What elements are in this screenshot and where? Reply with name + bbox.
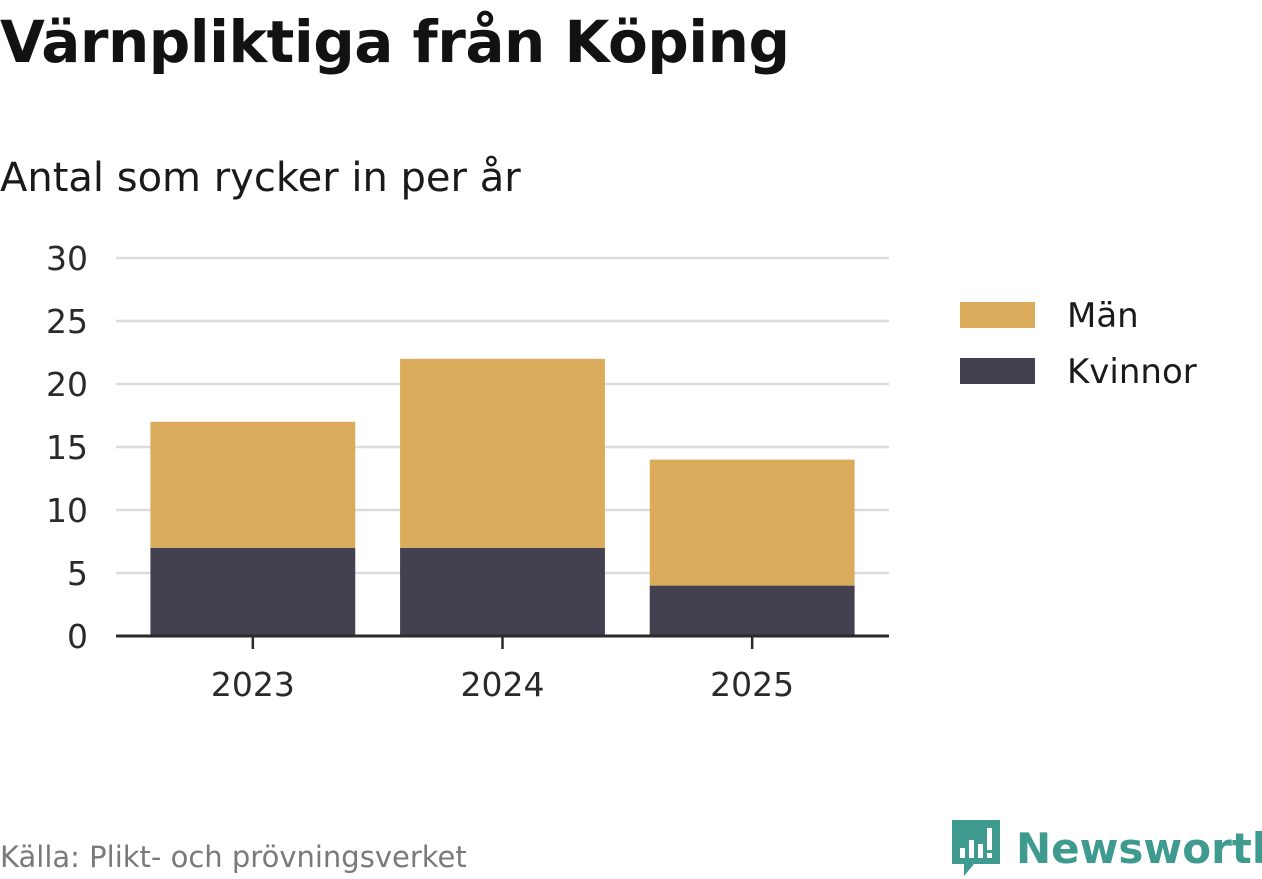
legend-swatch-män (960, 302, 1035, 328)
y-tick-label: 5 (67, 554, 88, 593)
chart-subtitle: Antal som rycker in per år (0, 155, 521, 201)
y-axis-tick-labels: 0 5 10 15 20 25 30 (46, 239, 88, 656)
legend: Män Kvinnor (960, 296, 1197, 392)
brand-name: Newsworthy (1016, 823, 1262, 873)
y-tick-label: 25 (46, 302, 88, 341)
y-tick-label: 20 (46, 365, 88, 404)
x-tick-label: 2025 (710, 665, 794, 704)
bar-män-2023 (150, 421, 356, 548)
bar-kvinnor-2024 (400, 547, 605, 636)
bar-män-2025 (649, 459, 855, 586)
bar-män-2024 (400, 358, 605, 548)
brand-logo: Newsworthy (950, 818, 1262, 878)
bar-kvinnor-2025 (649, 585, 855, 636)
legend-label-kvinnor: Kvinnor (1067, 352, 1197, 392)
bars (150, 358, 855, 636)
y-tick-label: 15 (46, 428, 88, 467)
legend-swatch-kvinnor (960, 358, 1035, 384)
y-tick-label: 30 (46, 239, 88, 278)
chart-title: Värnpliktiga från Köping (0, 8, 790, 76)
source-note: Källa: Plikt- och prövningsverket (0, 840, 467, 874)
legend-label-män: Män (1067, 296, 1139, 336)
bar-chart-logo-icon (952, 820, 1000, 876)
x-tick-label: 2023 (211, 665, 295, 704)
x-tick-label: 2024 (461, 665, 545, 704)
bar-kvinnor-2023 (150, 547, 356, 636)
y-tick-label: 10 (46, 491, 88, 530)
x-axis-ticks: 2023 2024 2025 (211, 636, 794, 704)
y-tick-label: 0 (67, 617, 88, 656)
